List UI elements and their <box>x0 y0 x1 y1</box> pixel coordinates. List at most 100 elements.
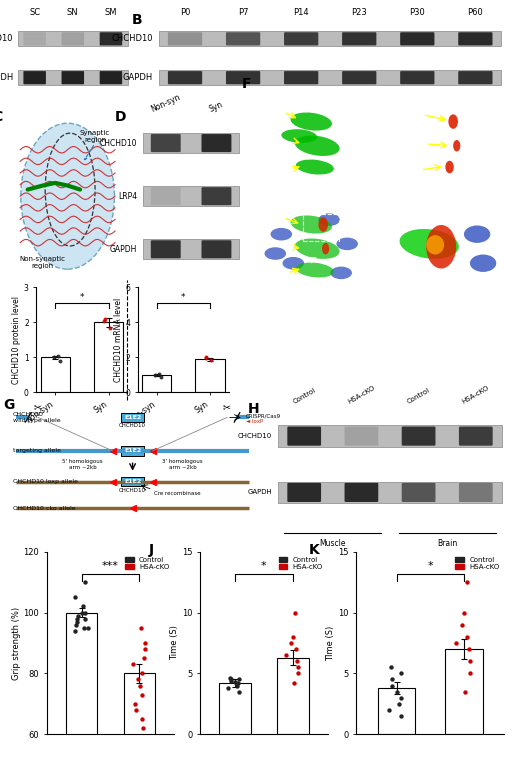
Text: ◄ loxP: ◄ loxP <box>246 419 263 424</box>
Point <box>393 685 401 698</box>
Point <box>294 667 303 680</box>
Text: ✂: ✂ <box>223 402 231 413</box>
Point <box>227 674 235 687</box>
Text: SM: SM <box>105 9 117 18</box>
Point <box>71 591 79 604</box>
Point <box>77 606 86 618</box>
FancyBboxPatch shape <box>402 483 435 502</box>
Point <box>465 643 473 655</box>
Text: targeting allele: targeting allele <box>12 448 60 453</box>
Point <box>139 722 148 734</box>
Text: E1E2: E1E2 <box>124 448 141 453</box>
FancyBboxPatch shape <box>61 33 84 46</box>
Text: GAPDH: GAPDH <box>248 490 272 496</box>
FancyBboxPatch shape <box>284 71 318 84</box>
Text: Cre recombinase: Cre recombinase <box>154 491 200 496</box>
FancyBboxPatch shape <box>23 33 46 46</box>
Text: CHCHD10: CHCHD10 <box>119 423 146 428</box>
Point <box>134 673 142 685</box>
Y-axis label: TIme (S): TIme (S) <box>326 625 335 660</box>
Point <box>136 679 144 692</box>
FancyBboxPatch shape <box>168 71 202 84</box>
Text: CRISPR/Cas9: CRISPR/Cas9 <box>246 413 281 419</box>
Point <box>397 667 405 680</box>
Point <box>293 655 302 667</box>
Text: E1E2: E1E2 <box>124 415 141 420</box>
Point <box>202 352 210 364</box>
Point <box>202 351 210 364</box>
FancyBboxPatch shape <box>284 33 318 46</box>
Text: *: * <box>261 562 267 571</box>
Text: HSA-cKO: HSA-cKO <box>461 385 490 405</box>
FancyBboxPatch shape <box>122 477 144 486</box>
Point <box>387 673 396 686</box>
Point <box>282 649 291 661</box>
Text: P0: P0 <box>180 9 190 18</box>
Point <box>224 681 232 694</box>
Y-axis label: Grip strength (%): Grip strength (%) <box>11 606 21 680</box>
Point <box>50 351 58 364</box>
Legend: Control, HSA-cKO: Control, HSA-cKO <box>277 555 324 571</box>
Point <box>151 369 160 382</box>
Point <box>232 679 241 692</box>
Point <box>138 667 146 680</box>
Point <box>452 637 461 650</box>
Point <box>138 713 147 725</box>
Point <box>294 661 303 674</box>
Text: LRP4: LRP4 <box>118 192 137 200</box>
Point <box>79 600 87 612</box>
Bar <box>378 688 415 734</box>
FancyBboxPatch shape <box>201 134 231 152</box>
Point <box>227 673 235 686</box>
FancyBboxPatch shape <box>459 483 492 502</box>
Point <box>463 631 471 643</box>
Text: *: * <box>181 293 186 302</box>
FancyBboxPatch shape <box>458 71 492 84</box>
Y-axis label: CHCHD10 protein level: CHCHD10 protein level <box>12 296 21 384</box>
Bar <box>196 359 225 392</box>
FancyBboxPatch shape <box>151 240 181 258</box>
FancyBboxPatch shape <box>159 71 501 85</box>
FancyBboxPatch shape <box>122 446 144 455</box>
Text: G: G <box>3 398 15 412</box>
FancyBboxPatch shape <box>288 427 321 446</box>
Text: CHCHD10: CHCHD10 <box>119 488 146 493</box>
Text: GAPDH: GAPDH <box>122 73 152 82</box>
Point <box>234 677 242 689</box>
FancyBboxPatch shape <box>18 32 128 47</box>
Point <box>157 371 165 383</box>
FancyBboxPatch shape <box>400 71 434 84</box>
Point <box>81 576 89 588</box>
FancyBboxPatch shape <box>168 33 202 46</box>
Text: SN: SN <box>67 9 79 18</box>
FancyBboxPatch shape <box>459 427 492 446</box>
Point <box>71 625 79 637</box>
FancyBboxPatch shape <box>23 71 46 84</box>
Y-axis label: Time (S): Time (S) <box>170 625 179 660</box>
FancyBboxPatch shape <box>100 71 122 84</box>
Text: E1E2: E1E2 <box>124 479 141 484</box>
Bar <box>446 649 483 734</box>
Point <box>466 655 474 667</box>
FancyBboxPatch shape <box>402 427 435 446</box>
Point <box>137 688 146 701</box>
FancyBboxPatch shape <box>345 427 378 446</box>
Text: Control: Control <box>406 387 431 405</box>
Point <box>56 354 64 368</box>
Text: *: * <box>80 293 84 302</box>
Point <box>73 609 82 622</box>
Point <box>291 606 299 618</box>
Point <box>395 698 403 710</box>
Point <box>155 368 163 380</box>
Text: Brain: Brain <box>437 538 457 548</box>
Text: Synaptic
region: Synaptic region <box>80 130 110 143</box>
Point <box>385 704 393 716</box>
Point <box>141 636 149 649</box>
Point <box>100 315 109 327</box>
Text: F: F <box>242 77 252 91</box>
Text: ***: *** <box>102 562 119 571</box>
Legend: Control, HSA-cKO: Control, HSA-cKO <box>124 555 171 571</box>
FancyBboxPatch shape <box>159 32 501 47</box>
Point <box>129 658 137 671</box>
Point <box>84 622 92 634</box>
